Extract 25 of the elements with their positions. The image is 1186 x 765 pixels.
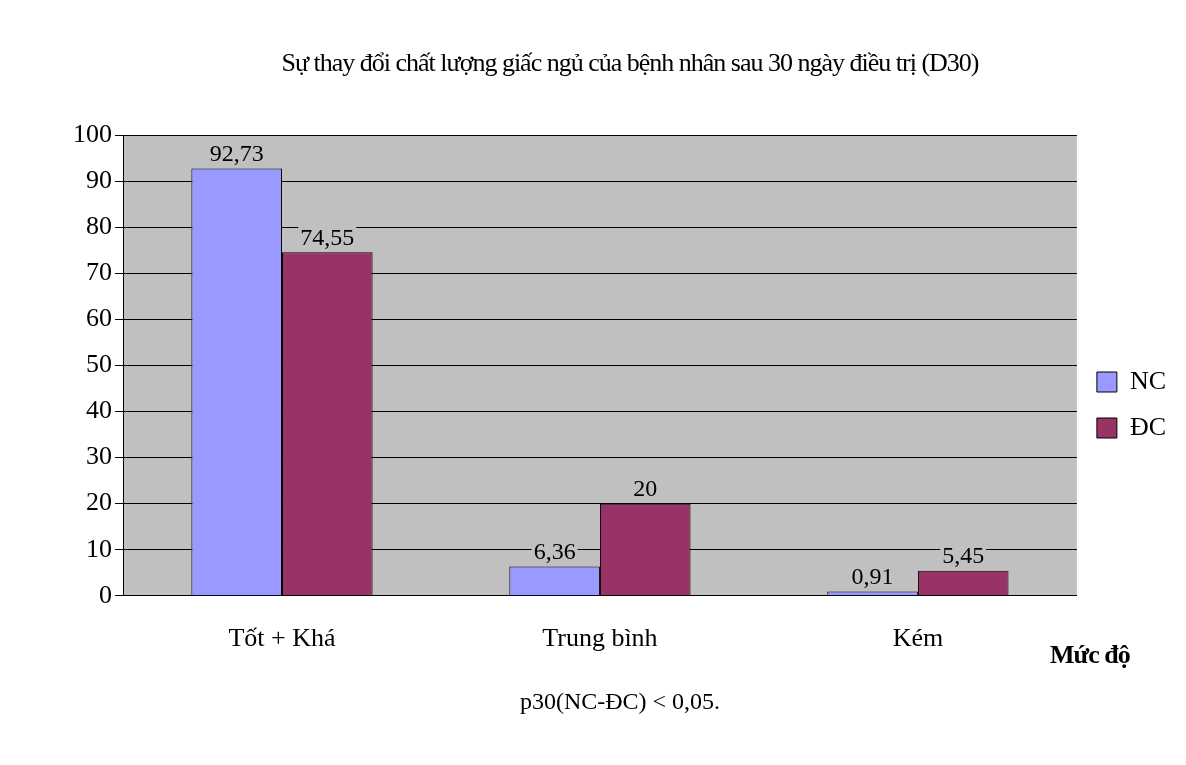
- legend-label: NC: [1129, 365, 1167, 395]
- chart-title: Sự thay đổi chất lượng giấc ngủ của bệnh nhân sau 30 ngày điều trị (D30): [280, 48, 980, 78]
- x-tick-label: Trung bình: [542, 623, 658, 653]
- y-tick-label: 10: [86, 533, 112, 563]
- text: p30(NC-ĐC) < 0,05.: [518, 688, 722, 715]
- y-tick-label: 90: [86, 164, 112, 194]
- data-label: 92,73: [209, 139, 264, 166]
- y-tick-label: 0: [99, 579, 112, 609]
- y-tick-label: 40: [86, 395, 112, 425]
- y-tick-label: 50: [86, 349, 112, 379]
- x-tick-label: Tốt + Khá: [228, 623, 336, 653]
- data-label: 0,91: [851, 562, 894, 589]
- data-label: 74,55: [300, 223, 355, 250]
- x-axis-title: Mức độ: [1050, 640, 1130, 670]
- y-tick-label: 60: [86, 303, 112, 333]
- data-label: 5,45: [942, 541, 985, 568]
- x-tick-label: Kém: [892, 623, 944, 653]
- data-label: 6,36: [533, 537, 576, 564]
- y-tick-label: 70: [86, 257, 112, 287]
- y-tick-label: 30: [86, 441, 112, 471]
- y-tick-label: 100: [73, 118, 112, 148]
- legend-label: ĐC: [1129, 411, 1167, 441]
- y-tick-label: 20: [86, 487, 112, 517]
- y-tick-label: 80: [86, 210, 112, 240]
- data-label: 20: [633, 474, 658, 501]
